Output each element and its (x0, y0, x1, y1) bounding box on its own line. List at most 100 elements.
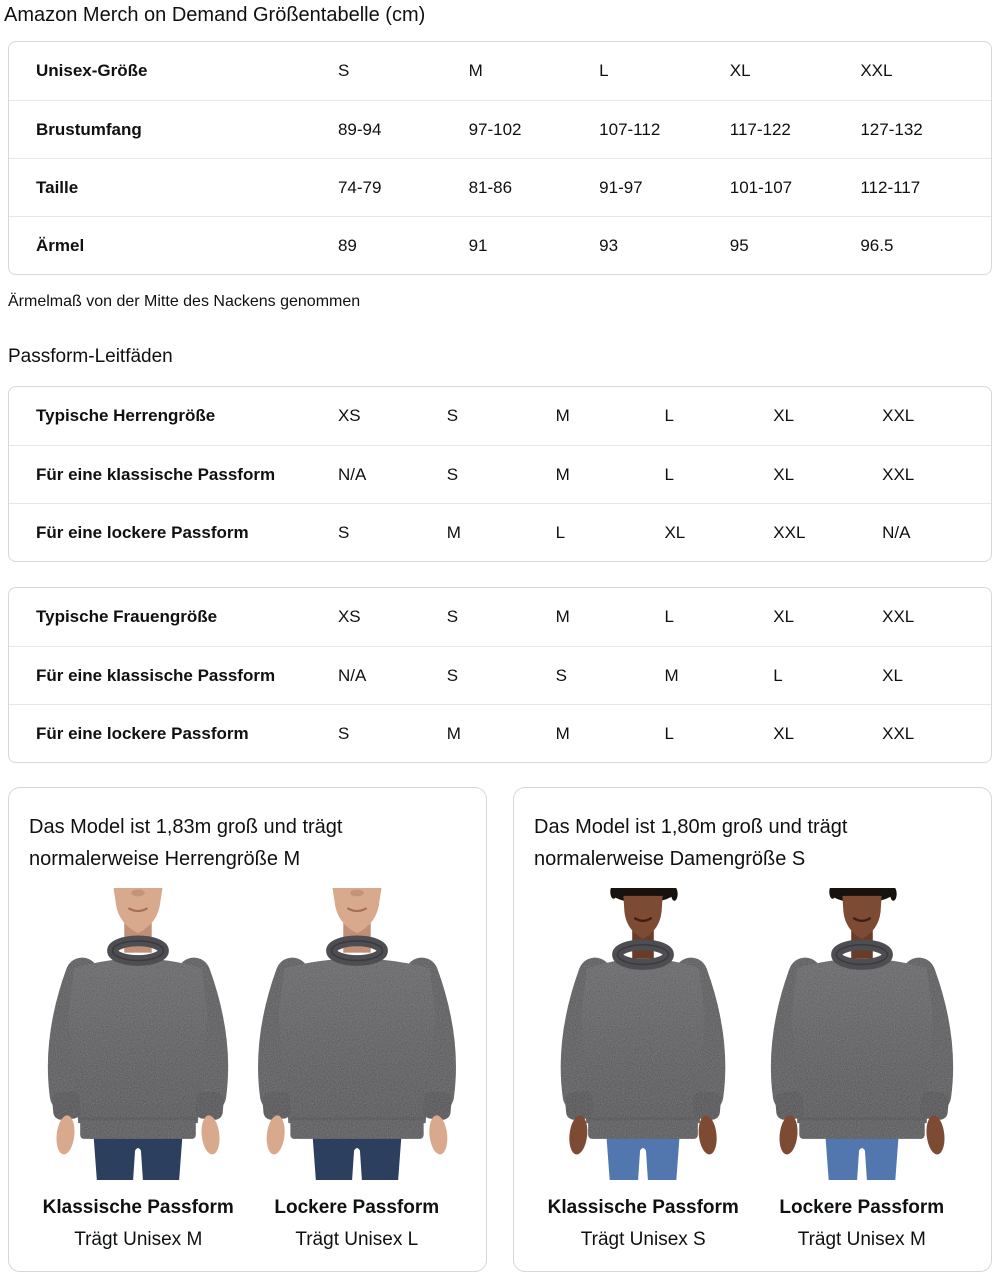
row-label: Typische Herrengröße (36, 406, 216, 425)
cell: 74-79 (337, 158, 469, 216)
size-label: Trägt Unisex L (295, 1229, 419, 1250)
cell: L (664, 704, 774, 762)
cell: S (446, 406, 459, 425)
cell: 93 (599, 216, 730, 274)
table-row: Für eine lockere Passform S M M L XL XXL (9, 704, 991, 762)
cell: 101-107 (729, 158, 861, 216)
fit-guides-heading: Passform-Leitfäden (8, 346, 173, 367)
cell: L (773, 646, 883, 704)
model-card-women: Das Model ist 1,80m groß und trägt norma… (513, 787, 992, 1272)
model-card-men: Das Model ist 1,83m groß und trägt norma… (8, 787, 487, 1272)
model-photo-male-classic (29, 888, 248, 1181)
cell: S (446, 445, 556, 503)
table-row: Für eine klassische Passform N/A S S M L… (9, 646, 991, 704)
figure-loose-fit: Lockere Passform Trägt Unisex L (248, 888, 467, 1251)
cell: M (468, 61, 483, 80)
cell: 95 (729, 216, 861, 274)
row-label: Für eine lockere Passform (9, 704, 338, 762)
cell: S (337, 704, 447, 762)
table-row: Ärmel 89 91 93 95 96.5 (9, 216, 991, 274)
cell: 107-112 (599, 100, 730, 158)
table-row: Unisex-Größe S M L XL XXL (9, 42, 991, 100)
cell: 96.5 (860, 216, 991, 274)
row-label: Taille (9, 158, 338, 216)
size-label: Trägt Unisex M (797, 1229, 926, 1250)
cell: M (664, 646, 774, 704)
cell: L (664, 406, 674, 425)
cell: S (337, 503, 447, 561)
cell: XL (773, 704, 883, 762)
cell: XL (773, 607, 795, 626)
row-label: Für eine lockere Passform (9, 503, 338, 561)
cell: 112-117 (860, 158, 991, 216)
model-photo-female-classic (534, 888, 753, 1181)
cell: L (664, 607, 674, 626)
table-row: Brustumfang 89-94 97-102 107-112 117-122… (9, 100, 991, 158)
cell: S (555, 646, 665, 704)
cell: XXL (882, 406, 915, 425)
cell: 89 (337, 216, 469, 274)
model-cards-row: Das Model ist 1,83m groß und trägt norma… (8, 787, 992, 1272)
cell: M (446, 503, 556, 561)
row-label: Typische Frauengröße (36, 607, 218, 626)
cell: XL (773, 445, 883, 503)
unisex-size-table: Unisex-Größe S M L XL XXL Brustumfang 89… (8, 41, 992, 275)
model-photo-female-loose (753, 888, 972, 1181)
figure-loose-fit: Lockere Passform Trägt Unisex M (753, 888, 972, 1251)
cell: XL (664, 503, 774, 561)
table-row: Taille 74-79 81-86 91-97 101-107 112-117 (9, 158, 991, 216)
row-label: Brustumfang (9, 100, 338, 158)
fit-label: Lockere Passform (274, 1197, 440, 1218)
cell: S (446, 646, 556, 704)
cell: XS (337, 607, 361, 626)
cell: XXL (882, 445, 991, 503)
cell: XXL (860, 61, 893, 80)
cell: 127-132 (860, 100, 991, 158)
model-description: Das Model ist 1,80m groß und trägt norma… (534, 816, 848, 870)
size-label: Trägt Unisex M (74, 1229, 203, 1250)
cell: 117-122 (729, 100, 861, 158)
cell: 89-94 (337, 100, 469, 158)
size-label: Trägt Unisex S (580, 1229, 706, 1250)
cell: S (337, 61, 350, 80)
fit-label: Klassische Passform (42, 1197, 234, 1218)
cell: XXL (882, 607, 915, 626)
cell: L (555, 503, 665, 561)
row-label: Unisex-Größe (36, 61, 148, 80)
cell: S (446, 607, 459, 626)
mens-fit-guide-table: Typische Herrengröße XS S M L XL XXL Für… (8, 386, 992, 562)
cell: XL (729, 61, 751, 80)
cell: M (555, 607, 570, 626)
cell: 91 (468, 216, 600, 274)
table-row: Typische Frauengröße XS S M L XL XXL (9, 588, 991, 646)
fit-label: Klassische Passform (547, 1197, 739, 1218)
cell: XXL (773, 503, 883, 561)
fit-label: Lockere Passform (779, 1197, 945, 1218)
figure-classic-fit: Klassische Passform Trägt Unisex S (534, 888, 753, 1251)
cell: L (664, 445, 774, 503)
cell: M (446, 704, 556, 762)
cell: M (555, 445, 665, 503)
row-label: Für eine klassische Passform (9, 445, 338, 503)
row-label: Für eine klassische Passform (9, 646, 338, 704)
model-figures: Klassische Passform Trägt Unisex M Locke… (29, 888, 466, 1251)
cell: L (599, 61, 609, 80)
cell: 97-102 (468, 100, 600, 158)
cell: N/A (882, 503, 991, 561)
model-photo-male-loose (248, 888, 467, 1181)
cell: XS (337, 406, 361, 425)
row-label: Ärmel (9, 216, 338, 274)
sleeve-measurement-note: Ärmelmaß von der Mitte des Nackens genom… (8, 293, 361, 310)
table-row: Für eine lockere Passform S M L XL XXL N… (9, 503, 991, 561)
figure-classic-fit: Klassische Passform Trägt Unisex M (29, 888, 248, 1251)
cell: N/A (337, 445, 447, 503)
cell: 81-86 (468, 158, 600, 216)
table-row: Für eine klassische Passform N/A S M L X… (9, 445, 991, 503)
model-figures: Klassische Passform Trägt Unisex S Locke… (534, 888, 971, 1251)
model-description: Das Model ist 1,83m groß und trägt norma… (29, 816, 343, 870)
womens-fit-guide-table: Typische Frauengröße XS S M L XL XXL Für… (8, 587, 992, 763)
cell: XL (882, 646, 991, 704)
cell: N/A (337, 646, 447, 704)
cell: M (555, 406, 570, 425)
